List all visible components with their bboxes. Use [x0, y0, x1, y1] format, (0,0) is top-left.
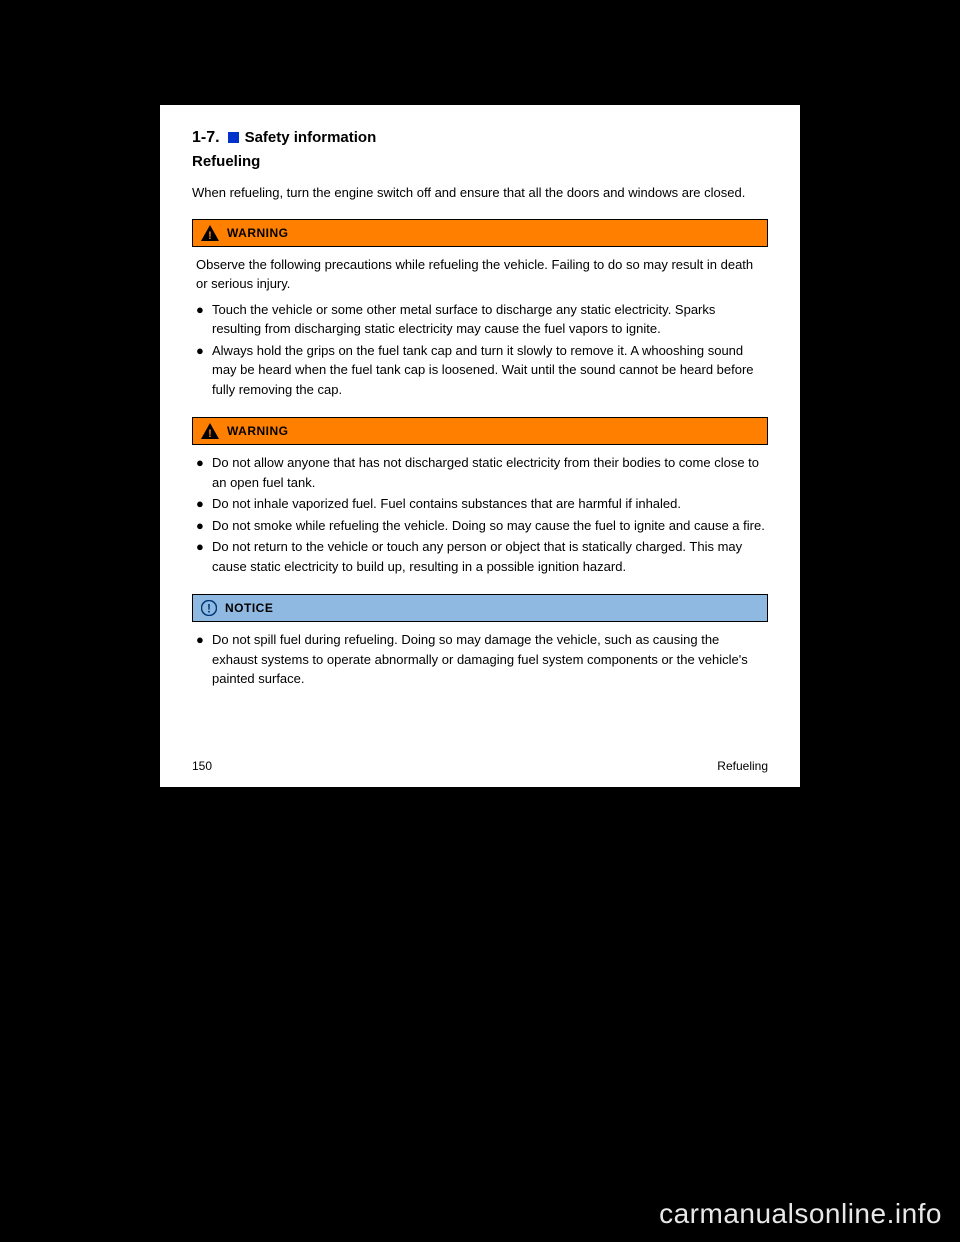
square-icon — [228, 132, 239, 143]
warning-label: WARNING — [227, 424, 289, 438]
intro-text: When refueling, turn the engine switch o… — [192, 184, 768, 203]
bullet-text: Always hold the grips on the fuel tank c… — [212, 341, 768, 400]
document-page: 1-7. Safety information Refueling When r… — [160, 105, 800, 787]
warning-bullet: ●Do not allow anyone that has not discha… — [196, 453, 768, 492]
notice-body: ●Do not spill fuel during refueling. Doi… — [196, 630, 768, 689]
bullet-text: Do not inhale vaporized fuel. Fuel conta… — [212, 494, 681, 514]
svg-text:!: ! — [208, 428, 212, 439]
warning-bullet: ●Always hold the grips on the fuel tank … — [196, 341, 768, 400]
notice-circle-icon: ! — [201, 600, 217, 616]
section-number: 1-7. — [192, 129, 220, 147]
warning-header: ! WARNING — [192, 417, 768, 445]
warning-lead: Observe the following precautions while … — [196, 255, 768, 294]
section-title: Safety information — [245, 129, 377, 146]
page-number: 150 — [192, 759, 212, 773]
warning-bullet: ●Do not inhale vaporized fuel. Fuel cont… — [196, 494, 768, 514]
bullet-text: Do not allow anyone that has not dischar… — [212, 453, 768, 492]
notice-header: ! NOTICE — [192, 594, 768, 622]
warning-triangle-icon: ! — [201, 423, 219, 439]
footer-title: Refueling — [717, 759, 768, 773]
warning-body-2: ●Do not allow anyone that has not discha… — [196, 453, 768, 576]
bullet-text: Do not smoke while refueling the vehicle… — [212, 516, 765, 536]
watermark-text: carmanualsonline.info — [659, 1198, 942, 1230]
section-title-wrapper: Safety information — [228, 129, 377, 147]
warning-label: WARNING — [227, 226, 289, 240]
warning-header: ! WARNING — [192, 219, 768, 247]
warning-bullet: ●Touch the vehicle or some other metal s… — [196, 300, 768, 339]
warning-bullet: ●Do not smoke while refueling the vehicl… — [196, 516, 768, 536]
warning-triangle-icon: ! — [201, 225, 219, 241]
bullet-text: Touch the vehicle or some other metal su… — [212, 300, 768, 339]
notice-label: NOTICE — [225, 601, 273, 615]
section-header: 1-7. Safety information — [192, 129, 768, 147]
bullet-text: Do not return to the vehicle or touch an… — [212, 537, 768, 576]
warning-bullet: ●Do not return to the vehicle or touch a… — [196, 537, 768, 576]
bullet-text: Do not spill fuel during refueling. Doin… — [212, 630, 768, 689]
warning-body-1: Observe the following precautions while … — [196, 255, 768, 400]
svg-text:!: ! — [208, 230, 212, 241]
svg-text:!: ! — [207, 602, 211, 616]
page-footer: 150 Refueling — [192, 759, 768, 773]
page-subtitle: Refueling — [192, 153, 768, 170]
notice-bullet: ●Do not spill fuel during refueling. Doi… — [196, 630, 768, 689]
